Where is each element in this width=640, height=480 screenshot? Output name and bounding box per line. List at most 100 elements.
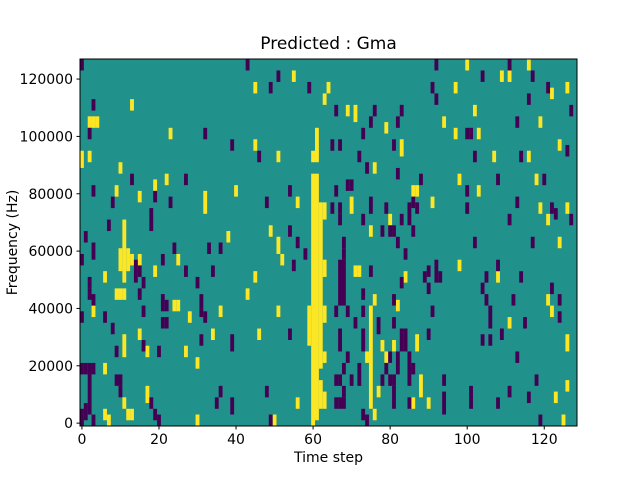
cell-purple xyxy=(114,345,119,358)
cell-yellow xyxy=(187,311,192,323)
cell-yellow xyxy=(153,179,158,191)
cell-purple xyxy=(380,225,385,237)
cell-yellow xyxy=(411,397,416,409)
cell-purple xyxy=(392,294,396,306)
cell-purple xyxy=(480,334,485,346)
cell-purple xyxy=(106,219,111,232)
cell-purple xyxy=(507,385,512,398)
cell-purple xyxy=(133,259,138,283)
x-axis-label: Time step xyxy=(293,450,363,466)
cell-yellow xyxy=(453,127,458,140)
cell-yellow xyxy=(322,202,327,220)
x-tick-label: 100 xyxy=(454,432,481,448)
cell-purple xyxy=(569,213,574,226)
x-tick-label: 40 xyxy=(227,432,245,448)
cell-purple xyxy=(80,59,84,71)
cell-purple xyxy=(91,99,96,111)
cell-yellow xyxy=(245,288,250,300)
cell-purple xyxy=(87,362,92,415)
cell-purple xyxy=(384,202,389,214)
cell-yellow xyxy=(268,225,273,237)
cell-purple xyxy=(91,185,96,197)
cell-yellow xyxy=(411,185,416,197)
cell-yellow xyxy=(565,202,570,214)
cell-yellow xyxy=(172,299,177,312)
cell-purple xyxy=(91,362,96,375)
cell-purple xyxy=(214,397,219,409)
cell-purple xyxy=(392,385,396,409)
cell-purple xyxy=(480,70,485,82)
cell-yellow xyxy=(118,288,123,300)
cell-purple xyxy=(164,299,169,312)
cell-purple xyxy=(230,397,235,415)
cell-purple xyxy=(395,116,400,128)
cell-yellow xyxy=(80,150,84,168)
cell-purple xyxy=(184,265,188,277)
cell-yellow xyxy=(130,253,134,266)
cell-purple xyxy=(288,225,292,237)
cell-purple xyxy=(203,311,208,323)
cell-purple xyxy=(110,322,115,335)
cell-purple xyxy=(403,328,408,352)
cell-yellow xyxy=(322,351,327,363)
cell-yellow xyxy=(392,339,396,352)
cell-purple xyxy=(557,311,562,323)
cell-purple xyxy=(519,271,524,283)
cell-purple xyxy=(291,259,296,272)
cell-yellow xyxy=(210,328,215,340)
x-tick-label: 0 xyxy=(77,432,86,448)
cell-yellow xyxy=(253,81,258,94)
cell-yellow xyxy=(311,173,316,426)
cell-purple xyxy=(153,190,158,203)
cell-yellow xyxy=(164,173,169,186)
cell-yellow xyxy=(546,294,551,306)
axis-ticks: 0 20 40 60 80 100 120 0 20000 40000 60000 80000 1000… xyxy=(20,72,558,448)
cell-yellow xyxy=(153,265,158,277)
cell-yellow xyxy=(526,150,531,163)
cell-yellow xyxy=(322,259,327,277)
cell-yellow xyxy=(315,173,319,421)
cell-purple xyxy=(515,116,520,128)
cell-yellow xyxy=(372,294,377,306)
cell-purple xyxy=(330,202,335,214)
cell-purple xyxy=(372,104,377,117)
cell-yellow xyxy=(384,122,389,134)
cell-purple xyxy=(565,145,570,157)
cell-yellow xyxy=(430,196,435,209)
cell-yellow xyxy=(106,414,111,426)
cell-purple xyxy=(488,305,493,329)
cell-purple xyxy=(465,127,470,140)
cell-purple xyxy=(415,202,420,214)
cell-yellow xyxy=(295,196,300,209)
cell-yellow xyxy=(280,253,285,266)
cell-purple xyxy=(338,139,342,151)
cell-yellow xyxy=(91,116,96,128)
cell-purple xyxy=(338,397,342,409)
cell-yellow xyxy=(195,414,200,426)
cell-purple xyxy=(341,259,346,306)
cell-yellow xyxy=(457,259,462,272)
cell-purple xyxy=(341,248,346,260)
cell-yellow xyxy=(326,81,331,94)
cell-purple xyxy=(334,185,339,197)
cell-purple xyxy=(83,231,88,243)
cell-purple xyxy=(207,242,211,254)
cell-yellow xyxy=(365,351,369,363)
cell-purple xyxy=(137,288,142,300)
cell-yellow xyxy=(122,288,127,300)
cell-purple xyxy=(411,225,416,237)
cell-yellow xyxy=(145,385,150,404)
cell-yellow xyxy=(176,253,181,266)
y-tick-label: 20000 xyxy=(28,359,73,375)
cell-purple xyxy=(230,334,235,352)
cell-yellow xyxy=(368,305,373,409)
cell-purple xyxy=(288,328,292,340)
cell-yellow xyxy=(476,185,481,197)
cell-purple xyxy=(442,391,447,415)
cell-yellow xyxy=(442,116,447,128)
cell-purple xyxy=(334,104,339,117)
cell-purple xyxy=(472,236,477,249)
cell-purple xyxy=(392,139,396,151)
cell-yellow xyxy=(118,248,123,272)
